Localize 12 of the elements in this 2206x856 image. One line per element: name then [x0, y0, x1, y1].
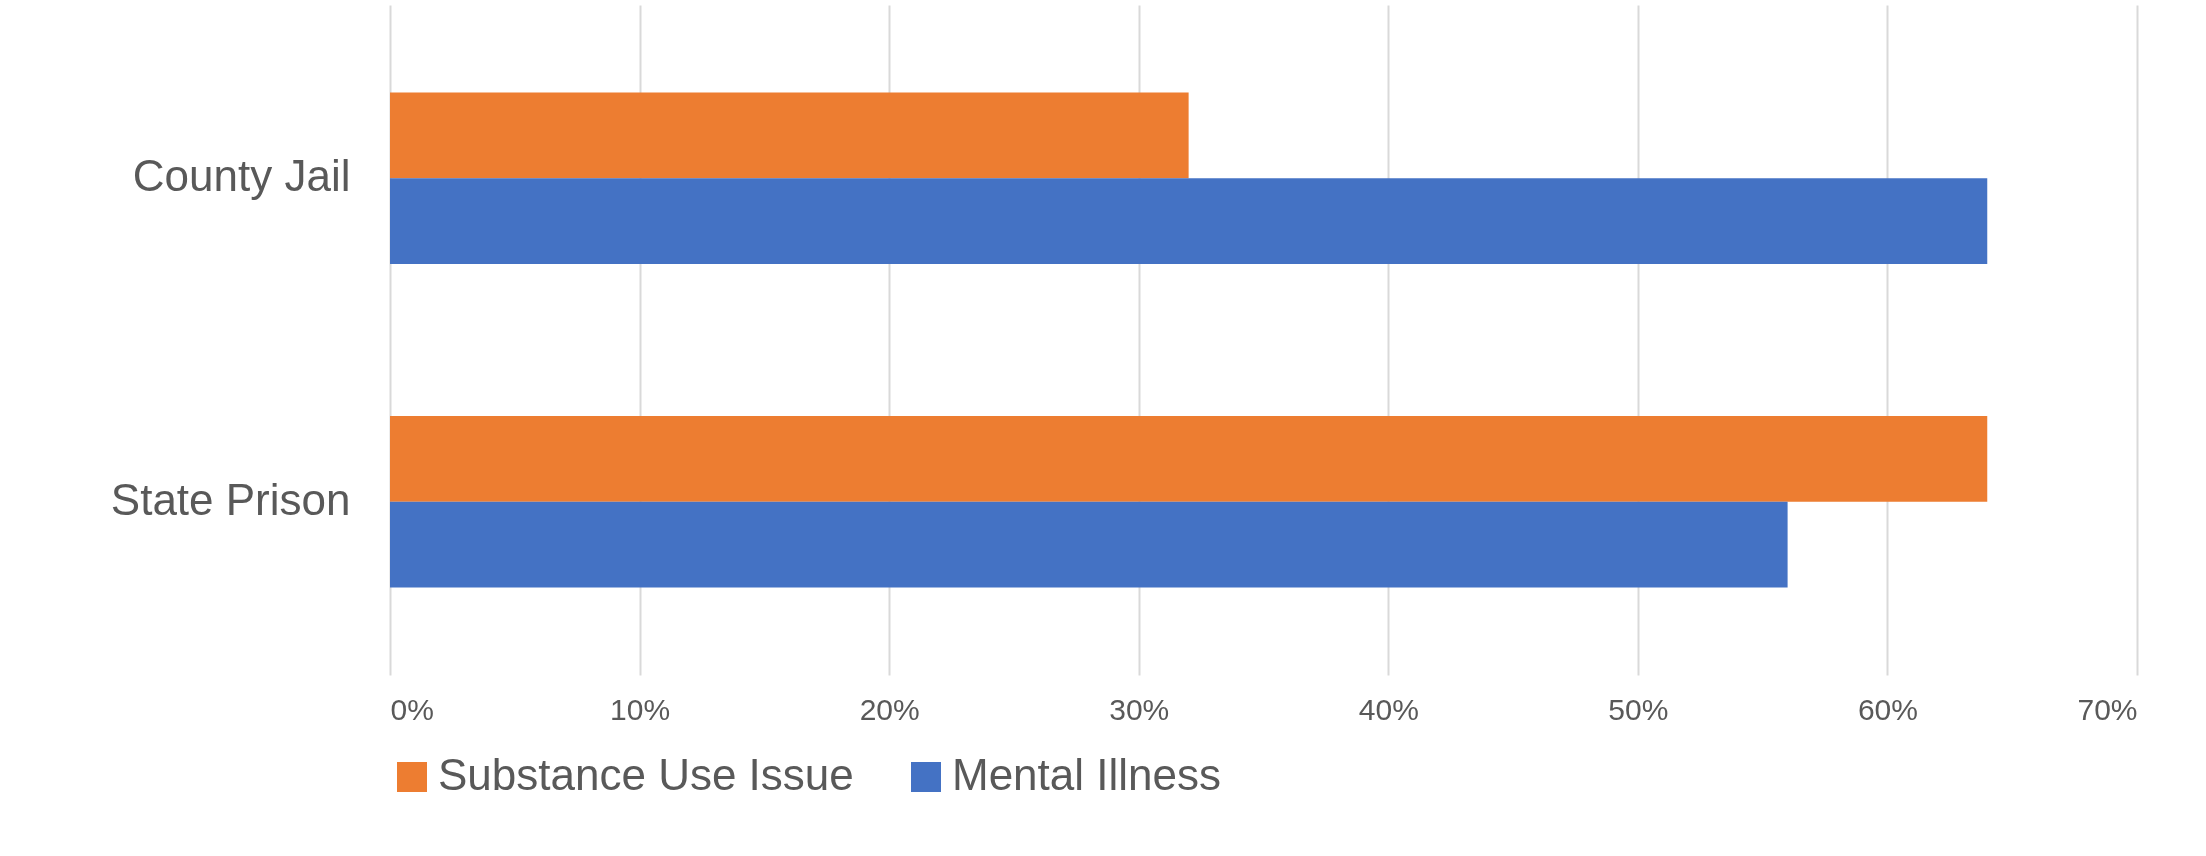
x-tick-label: 30%: [1109, 692, 1170, 726]
legend-label: Mental Illness: [952, 750, 1222, 799]
x-tick-label: 20%: [859, 692, 920, 726]
x-tick-label: 40%: [1358, 692, 1419, 726]
x-tick-label: 60%: [1857, 692, 1918, 726]
y-tick-label: County Jail: [132, 151, 351, 201]
x-tick-label: 0%: [390, 692, 434, 726]
y-tick-label: State Prison: [110, 474, 351, 524]
x-tick-label: 50%: [1608, 692, 1669, 726]
legend-label: Substance Use Issue: [438, 750, 854, 799]
x-tick-label: 10%: [610, 692, 671, 726]
x-tick-label: 70%: [2077, 692, 2138, 726]
